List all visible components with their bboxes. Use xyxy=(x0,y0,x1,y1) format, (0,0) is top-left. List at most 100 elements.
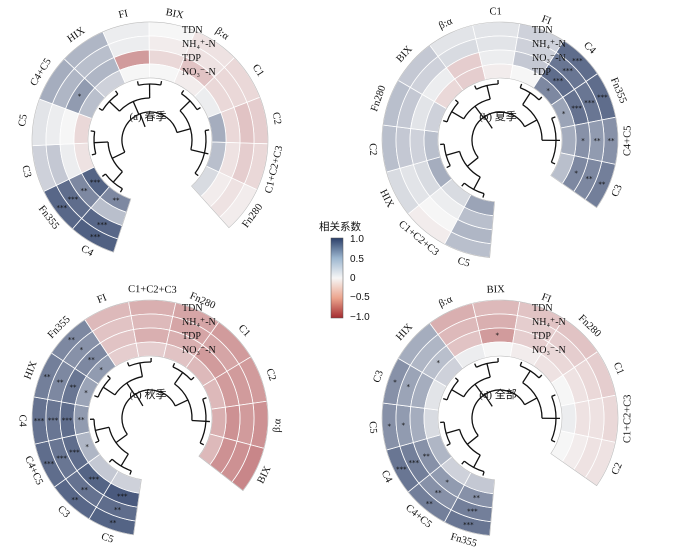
column-label: C4+C5 xyxy=(622,126,633,157)
dendrogram-branch xyxy=(473,176,481,190)
dendrogram-branch xyxy=(101,173,106,177)
dendrogram-branch xyxy=(451,389,465,398)
dendrogram-branch xyxy=(126,382,136,396)
column-label: BIX xyxy=(486,284,505,296)
significance-stars: * xyxy=(495,332,499,340)
panel-autumn: (c) 秋季**********************************… xyxy=(16,284,283,546)
significance-stars: *** xyxy=(90,178,101,186)
significance-stars: *** xyxy=(463,521,474,529)
dendrogram-branch xyxy=(129,470,132,475)
significance-stars: *** xyxy=(68,195,79,203)
dendrogram-root xyxy=(139,113,146,128)
dendrogram-branch xyxy=(95,426,110,432)
column-label: BIX xyxy=(256,464,274,485)
heatmap-cell xyxy=(209,406,227,439)
significance-stars: * xyxy=(80,346,84,354)
significance-stars: ** xyxy=(43,373,51,381)
column-label: C5 xyxy=(456,256,471,270)
significance-stars: *** xyxy=(57,204,68,212)
row-label: NH₄⁺-N xyxy=(532,39,566,50)
row-label: NH₄⁺-N xyxy=(532,317,566,328)
column-label: C1+C2+C3 xyxy=(128,284,177,296)
column-label: C1 xyxy=(236,323,252,339)
row-label: TDN xyxy=(182,303,203,314)
dendrogram-branch xyxy=(172,362,176,368)
dendrogram-branch xyxy=(108,101,120,112)
panel-all: (d) 全部***************************Fn355C4… xyxy=(367,284,634,549)
dendrogram-arc xyxy=(471,389,526,436)
colorbar-gradient xyxy=(330,237,344,319)
column-label: C5 xyxy=(100,531,115,545)
dendrogram-branch xyxy=(474,383,484,396)
dendrogram-branch xyxy=(160,80,163,86)
heatmap-cell xyxy=(423,407,441,440)
dendrogram-arc xyxy=(194,130,207,174)
significance-stars: * xyxy=(84,389,88,397)
column-label: β:α xyxy=(437,16,455,32)
significance-stars: * xyxy=(402,422,406,430)
significance-stars: ** xyxy=(71,496,79,504)
dendrogram-branch xyxy=(107,375,111,379)
dendrogram-branch xyxy=(451,111,465,120)
dendrogram-branch xyxy=(482,471,485,476)
dendrogram-branch xyxy=(196,106,201,111)
dendrogram-branch xyxy=(114,90,119,95)
heatmap-cell xyxy=(135,341,168,358)
row-label: TDN xyxy=(532,25,553,36)
column-label: Fn355 xyxy=(449,532,478,549)
significance-stars: ** xyxy=(593,137,601,145)
dendrogram-branch xyxy=(445,428,460,434)
dendrogram-arc xyxy=(471,111,526,158)
significance-stars: ** xyxy=(435,489,443,497)
significance-stars: *** xyxy=(117,493,128,501)
dendrogram-branch xyxy=(190,376,195,381)
dendrogram-branch xyxy=(454,99,459,104)
dendrogram-branch xyxy=(173,372,184,385)
dendrogram-arc xyxy=(172,366,192,381)
dendrogram-branch xyxy=(91,153,96,156)
column-label: C5 xyxy=(367,421,379,434)
significance-stars: * xyxy=(546,87,550,95)
column-label: C2 xyxy=(610,461,625,477)
dendrogram-branch xyxy=(94,395,99,398)
dendrogram-branch xyxy=(176,128,191,134)
ring-outline xyxy=(381,21,619,258)
dendrogram-branch xyxy=(111,151,126,159)
dendrogram-branch xyxy=(139,362,144,377)
ring-outline xyxy=(381,299,619,536)
heatmap-cell xyxy=(133,327,171,345)
significance-stars: * xyxy=(78,93,82,101)
dendrogram-branch xyxy=(119,188,123,193)
dendrogram-branch xyxy=(466,157,479,167)
column-label: β:α xyxy=(437,294,455,310)
column-label: C3 xyxy=(19,164,33,179)
column-label: BIX xyxy=(165,7,185,21)
significance-stars: ** xyxy=(426,500,434,508)
dendrogram-branch xyxy=(473,454,481,468)
column-label: C1 xyxy=(250,63,266,79)
significance-stars: *** xyxy=(571,104,582,112)
significance-stars: ** xyxy=(607,137,615,145)
significance-stars: ** xyxy=(69,384,77,392)
heatmap-cell xyxy=(560,124,577,157)
dendrogram-branch xyxy=(102,386,116,396)
dendrogram-branch xyxy=(446,165,451,169)
dendrogram-branch xyxy=(202,397,207,400)
column-label: β:α xyxy=(272,418,284,433)
colorbar-tick-neg0.5: −0.5 xyxy=(350,292,370,303)
row-label: TDP xyxy=(532,331,551,342)
dendrogram-branch xyxy=(445,150,460,156)
colorbar-tick-1: 1.0 xyxy=(350,234,364,245)
column-label: C5 xyxy=(17,114,30,128)
dendrogram-arc xyxy=(121,389,176,435)
dendrogram-branch xyxy=(538,96,543,101)
dendrogram-branch xyxy=(90,130,95,133)
significance-stars: * xyxy=(445,478,449,486)
colorbar-tick-neg1: −1.0 xyxy=(350,312,370,323)
significance-stars: ** xyxy=(114,506,122,514)
colorbar: 相关系数 1.0 0.5 0 −0.5 −1.0 xyxy=(319,220,370,323)
dendrogram xyxy=(440,358,561,476)
column-label: C3 xyxy=(610,183,625,199)
significance-stars: *** xyxy=(34,417,45,425)
significance-stars: *** xyxy=(562,67,573,75)
